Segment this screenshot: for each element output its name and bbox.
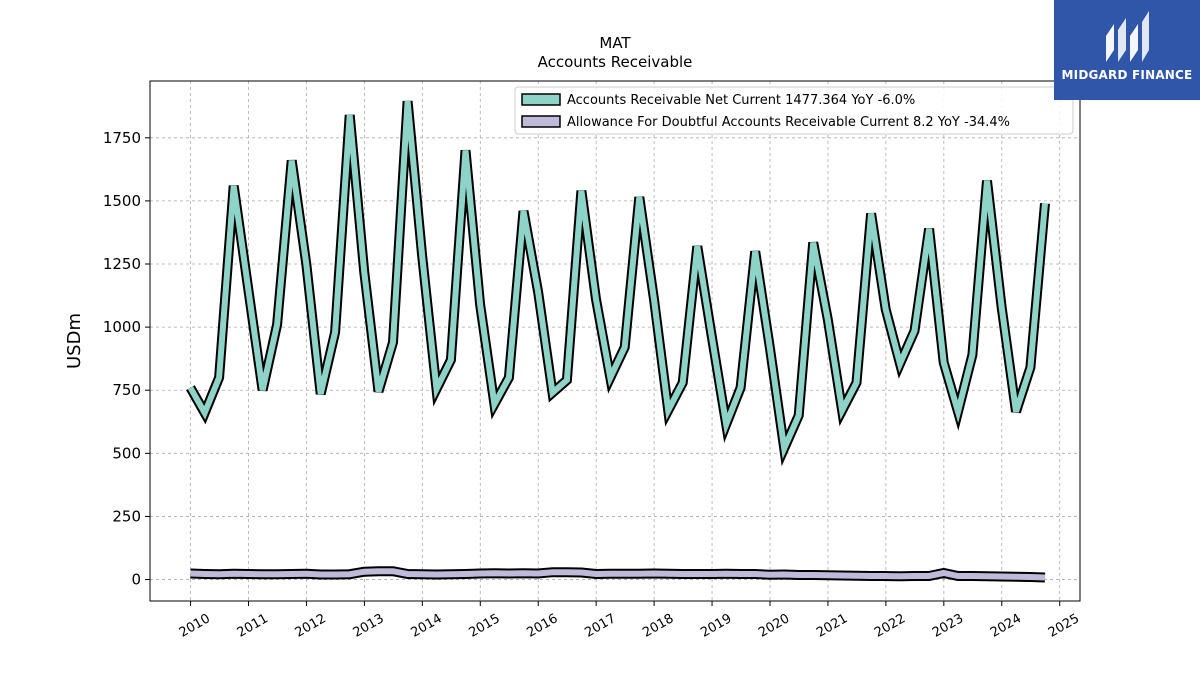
y-tick-label: 1250 xyxy=(103,255,141,273)
plot-frame xyxy=(149,80,1081,602)
x-tick-label: 2012 xyxy=(293,611,329,641)
x-tick-label: 2011 xyxy=(235,611,271,641)
x-tick-label: 2023 xyxy=(930,611,966,641)
x-tick-label: 2015 xyxy=(466,611,502,641)
brand-name: MIDGARD FINANCE xyxy=(1061,68,1193,82)
x-tick-label: 2014 xyxy=(409,611,445,641)
y-tick-label: 500 xyxy=(112,444,141,462)
x-tick-label: 2018 xyxy=(640,611,676,641)
x-tick-label: 2021 xyxy=(814,611,850,641)
y-tick-label: 750 xyxy=(112,381,141,399)
legend-label-net-current: Accounts Receivable Net Current 1477.364… xyxy=(567,93,915,108)
y-axis-label: USDm xyxy=(64,313,85,369)
ticks-layer: 2010 2011 2012 2013 2014 2015 2016 2017 2018 2019… xyxy=(103,129,1082,641)
x-tick-label: 2020 xyxy=(756,611,792,641)
chart-subtitle: Accounts Receivable xyxy=(538,53,693,71)
series-net-current-outline xyxy=(186,100,1050,467)
x-tick-label: 2017 xyxy=(582,611,618,641)
legend-label-allowance: Allowance For Doubtful Accounts Receivab… xyxy=(567,115,1010,130)
y-tick-label: 0 xyxy=(131,571,141,589)
logo-mark-icon xyxy=(1106,11,1149,62)
x-tick-label: 2016 xyxy=(524,611,560,641)
x-tick-label: 2019 xyxy=(698,611,734,641)
chart-title: MAT xyxy=(599,34,631,52)
y-tick-label: 1000 xyxy=(103,318,141,336)
brand-logo: MIDGARD FINANCE xyxy=(1054,0,1200,100)
y-tick-label: 1750 xyxy=(103,129,141,147)
y-tick-label: 250 xyxy=(112,507,141,525)
series-layer xyxy=(186,100,1050,583)
series-allowance-line xyxy=(190,568,1046,581)
legend-swatch-allowance xyxy=(521,115,561,128)
series-net-current-line xyxy=(187,100,1048,460)
x-tick-label: 2010 xyxy=(177,611,213,641)
legend: Accounts Receivable Net Current 1477.364… xyxy=(514,86,1074,135)
x-tick-label: 2022 xyxy=(872,611,908,641)
legend-swatch-net-current xyxy=(521,93,561,106)
x-tick-label: 2013 xyxy=(351,611,387,641)
x-tick-label: 2025 xyxy=(1046,611,1082,641)
x-tick-label: 2024 xyxy=(988,611,1024,641)
legend-box xyxy=(514,86,1074,135)
y-tick-label: 1500 xyxy=(103,192,141,210)
